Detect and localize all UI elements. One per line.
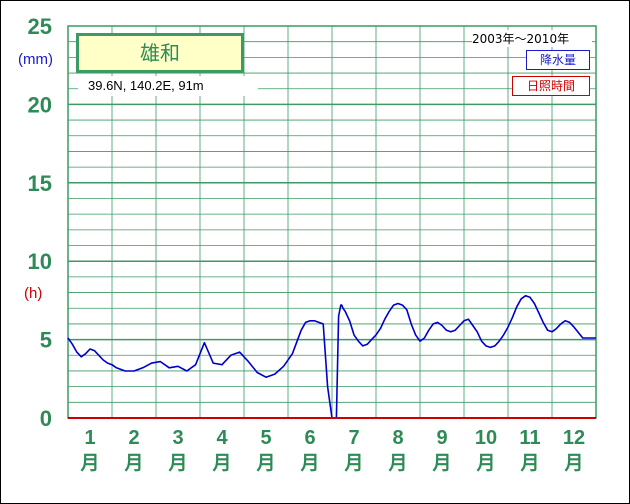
x-tick-month-number: 5 [260,427,271,449]
x-tick-month-suffix: 月 [431,452,451,474]
x-tick-month-suffix: 月 [299,452,319,474]
y-tick-label: 5 [40,328,52,353]
x-tick-month-suffix: 月 [255,452,275,474]
x-tick-month-suffix: 月 [475,452,495,474]
x-tick-month-suffix: 月 [563,452,583,474]
y-tick-label: 15 [28,171,52,196]
x-tick-month-suffix: 月 [123,452,143,474]
legend-precipitation: 降水量 [526,50,590,70]
x-tick-month-suffix: 月 [343,452,363,474]
station-name: 雄和 [76,33,244,73]
y-tick-label: 25 [28,14,52,39]
x-tick-month-suffix: 月 [167,452,187,474]
y-tick-label: 10 [28,249,52,274]
station-location: 39.6N, 140.2E, 91m [78,76,258,96]
x-tick-month-number: 7 [348,427,359,449]
series-lines [67,294,596,419]
y-tick-label: 20 [28,92,52,117]
x-tick-month-number: 12 [563,427,585,449]
period-label: 2003年〜2010年 [472,30,592,47]
y-right-unit-label: (h) [24,285,42,302]
x-tick-month-number: 2 [128,427,139,449]
x-tick-month-number: 8 [392,427,403,449]
x-tick-month-suffix: 月 [211,452,231,474]
legend-sunshine: 日照時間 [512,76,590,96]
x-tick-month-suffix: 月 [79,452,99,474]
x-tick-labels: 1 月 2 月 3 月 4 月 5 月 6 月 7 月 8 月 9 月 10 月 11 月 12 月 [79,427,585,474]
y-tick-labels: 0 5 10 15 20 25 [28,14,52,431]
x-tick-month-number: 1 [84,427,95,449]
x-tick-month-number: 9 [436,427,447,449]
x-tick-month-suffix: 月 [519,452,539,474]
x-tick-month-suffix: 月 [387,452,407,474]
x-tick-month-number: 6 [304,427,315,449]
x-tick-month-number: 3 [172,427,183,449]
precipitation-line [67,294,596,419]
x-tick-month-number: 4 [216,427,228,449]
x-tick-month-number: 11 [519,427,540,449]
y-tick-label: 0 [40,406,52,431]
x-tick-month-number: 10 [475,427,497,449]
y-left-unit-label: (mm) [18,51,53,68]
